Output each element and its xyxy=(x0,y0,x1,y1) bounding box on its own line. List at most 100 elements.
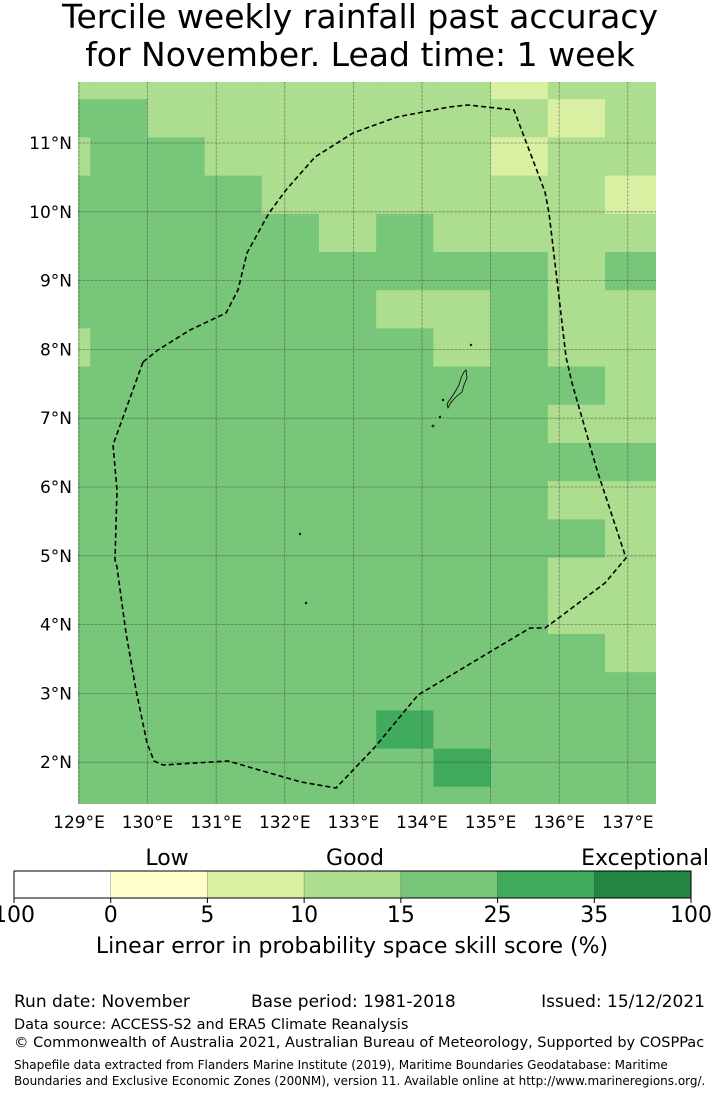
grid-cell xyxy=(376,710,434,749)
grid-cell xyxy=(90,290,148,329)
grid-cell xyxy=(490,175,549,215)
colorbar-segment xyxy=(207,870,305,899)
grid-cell xyxy=(433,519,491,558)
grid-cell xyxy=(376,137,434,176)
grid-cell xyxy=(78,99,91,138)
grid-cell xyxy=(605,443,656,482)
lat-label: 5°N xyxy=(40,547,72,567)
grid-cell xyxy=(319,137,377,176)
colorbar-segment xyxy=(593,870,692,899)
grid-cell xyxy=(78,672,91,711)
grid-cell xyxy=(261,557,320,597)
grid-cell xyxy=(78,519,91,558)
grid-cell xyxy=(204,557,263,597)
grid-cell xyxy=(261,443,320,482)
colorbar-tick-label: 0 xyxy=(104,903,118,928)
grid-cell xyxy=(490,519,549,558)
grid-cell xyxy=(490,366,549,406)
grid-cell xyxy=(490,290,549,329)
lat-label: 2°N xyxy=(40,753,72,773)
grid-cell xyxy=(433,710,491,749)
colorbar-segment xyxy=(110,870,208,899)
lat-label: 7°N xyxy=(40,409,72,429)
grid-cell xyxy=(147,175,205,215)
grid-cell xyxy=(433,672,491,711)
grid-cell xyxy=(547,634,606,673)
grid-cell xyxy=(90,634,148,673)
grid-cell xyxy=(376,634,434,673)
grid-cell xyxy=(147,595,205,635)
grid-cell xyxy=(376,595,434,635)
grid-cell xyxy=(90,443,148,482)
eez-boundary xyxy=(112,104,627,789)
grid-cell xyxy=(547,481,606,520)
grid-cell xyxy=(376,786,434,804)
grid-cell xyxy=(261,595,320,635)
title-line-2: for November. Lead time: 1 week xyxy=(85,35,635,74)
grid-cell xyxy=(319,366,377,406)
grid-cell xyxy=(261,519,320,558)
grid-cell xyxy=(78,786,91,804)
grid-cell xyxy=(319,82,377,100)
grid-cell xyxy=(547,672,606,711)
grid-cell xyxy=(147,252,205,291)
shapefile-credit-1: Shapefile data extracted from Flanders M… xyxy=(14,1058,668,1072)
grid-cell xyxy=(319,672,377,711)
grid-cell xyxy=(90,137,148,176)
latitude-labels: 11°N 10°N 9°N 8°N 7°N 6°N 5°N 4°N 3°N 2°N xyxy=(29,134,72,773)
lat-label: 4°N xyxy=(40,616,72,636)
colorbar-segment xyxy=(400,870,498,899)
grid-cell xyxy=(490,404,549,444)
lon-label: 132°E xyxy=(259,813,311,833)
grid-cell xyxy=(147,786,205,804)
grid-cell xyxy=(376,519,434,558)
grid-cell xyxy=(147,634,205,673)
grid-cell xyxy=(90,252,148,291)
grid-cell xyxy=(433,443,491,482)
footer: Run date: November Base period: 1981-201… xyxy=(14,992,705,1088)
grid-cell xyxy=(490,99,549,138)
lon-label: 134°E xyxy=(396,813,448,833)
grid-cell xyxy=(78,710,91,749)
grid-cell xyxy=(490,748,549,788)
grid-cell xyxy=(605,290,656,329)
colorbar-tick-label: 5 xyxy=(200,903,214,928)
base-period: Base period: 1981-2018 xyxy=(251,992,456,1012)
grid-cell xyxy=(147,481,205,520)
grid-cell xyxy=(90,328,148,367)
copyright: © Commonwealth of Australia 2021, Austra… xyxy=(14,1035,704,1051)
grid-cell xyxy=(319,557,377,597)
grid-cell xyxy=(490,137,549,176)
grid-cell xyxy=(204,137,263,176)
grid-cell xyxy=(376,748,434,788)
grid-cell xyxy=(261,328,320,367)
grid-cell xyxy=(433,481,491,520)
lon-label: 129°E xyxy=(53,813,105,833)
grid-cell xyxy=(547,99,606,138)
grid-cell xyxy=(605,672,656,711)
grid-cell xyxy=(433,175,491,215)
graticule xyxy=(78,82,656,804)
grid-cell xyxy=(490,252,549,291)
grid-cell xyxy=(605,175,656,215)
grid-cell xyxy=(490,443,549,482)
grid-cell xyxy=(90,404,148,444)
longitude-labels: 129°E 130°E 131°E 132°E 133°E 134°E 135°E 136°E… xyxy=(53,813,654,833)
grid-cell xyxy=(261,252,320,291)
grid-cell xyxy=(261,404,320,444)
grid-cell xyxy=(204,404,263,444)
grid-cell xyxy=(319,519,377,558)
grid-cell xyxy=(204,748,263,788)
grid-cell xyxy=(147,443,205,482)
grid-cell xyxy=(319,290,377,329)
grid-cell xyxy=(605,481,656,520)
grid-cell xyxy=(376,557,434,597)
colorbar-tick-label: 10 xyxy=(290,903,318,928)
grid-cell xyxy=(90,213,148,253)
grid-cell xyxy=(78,481,91,520)
grid-cell xyxy=(78,290,91,329)
grid-cell xyxy=(78,443,91,482)
lon-label: 131°E xyxy=(190,813,242,833)
lon-label: 135°E xyxy=(465,813,517,833)
grid-cell xyxy=(490,710,549,749)
